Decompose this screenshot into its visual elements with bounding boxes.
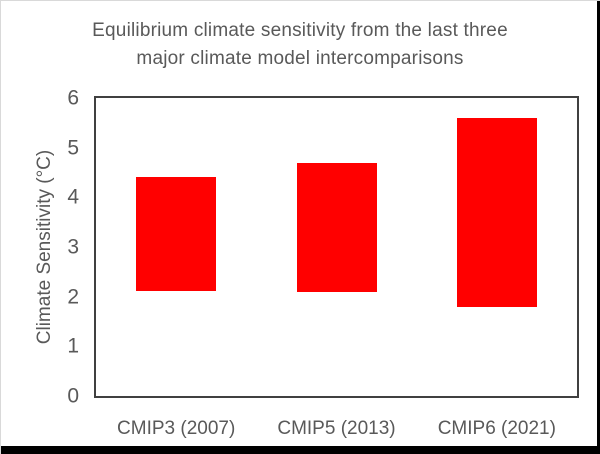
- chart-title: Equilibrium climate sensitivity from the…: [11, 17, 589, 73]
- y-tick-label: 5: [67, 136, 79, 160]
- y-tick-label: 1: [67, 334, 79, 358]
- screen-edge-right: [597, 1, 600, 454]
- x-category-label: CMIP3 (2007): [117, 418, 236, 439]
- plot-area: [94, 96, 579, 398]
- chart-title-line-2: major climate model intercomparisons: [136, 48, 464, 69]
- y-tick-label: 4: [67, 185, 79, 209]
- screen-edge-bottom: [1, 446, 600, 454]
- y-tick-label: 3: [67, 235, 79, 259]
- range-bar-cmip3: [136, 177, 216, 291]
- x-category-label: CMIP6 (2021): [437, 418, 556, 439]
- x-category-label: CMIP5 (2013): [277, 418, 396, 439]
- range-bar-cmip6: [457, 118, 537, 307]
- y-tick-label: 6: [67, 86, 79, 110]
- y-tick-label: 2: [67, 285, 79, 309]
- chart-title-line-1: Equilibrium climate sensitivity from the…: [92, 20, 508, 41]
- y-tick-label: 0: [67, 384, 79, 408]
- range-bar-cmip5: [297, 163, 377, 292]
